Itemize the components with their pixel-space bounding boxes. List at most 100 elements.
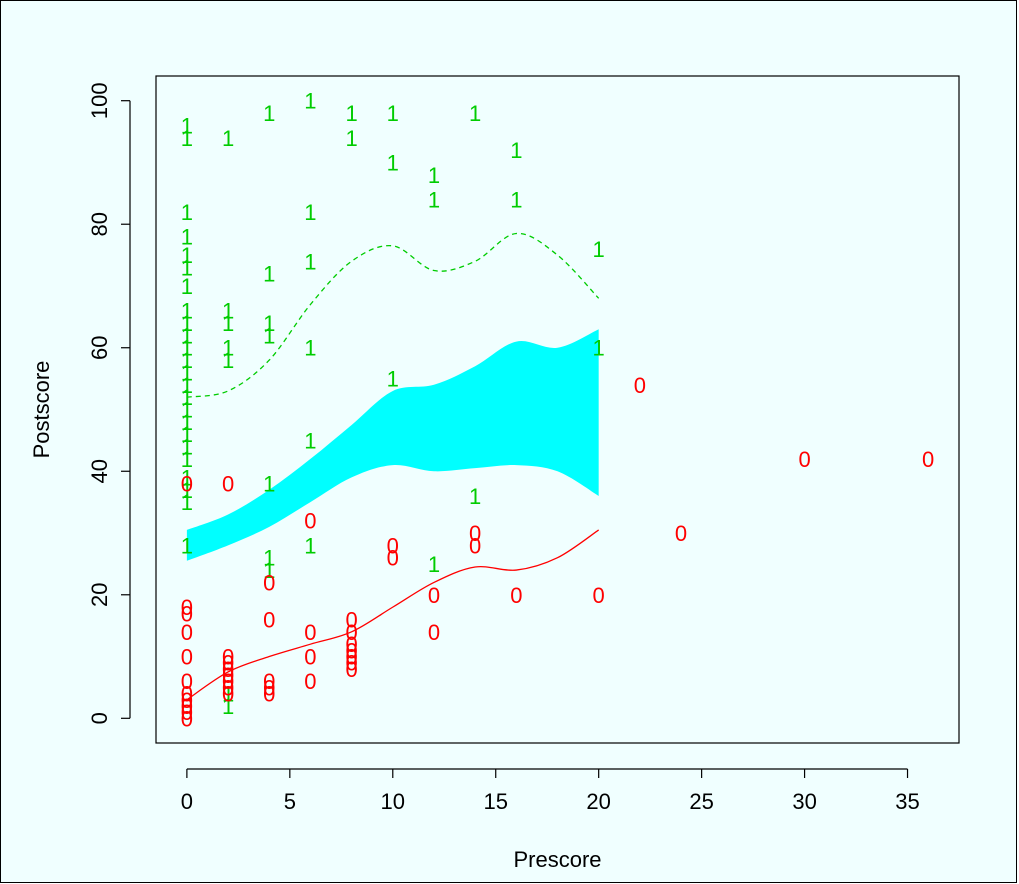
point-group-1: 1	[181, 447, 193, 472]
point-group-1: 1	[181, 360, 193, 385]
x-tick-label: 15	[483, 789, 507, 814]
point-group-0: 0	[222, 645, 234, 670]
x-tick-label: 30	[792, 789, 816, 814]
point-group-1: 1	[181, 336, 193, 361]
point-group-0: 0	[387, 546, 399, 571]
point-group-1: 1	[222, 299, 234, 324]
point-group-1: 1	[222, 682, 234, 707]
x-axis-title: Prescore	[513, 847, 601, 872]
x-tick-label: 10	[381, 789, 405, 814]
point-group-1: 1	[387, 150, 399, 175]
point-group-0: 0	[222, 682, 234, 707]
point-group-1: 1	[181, 465, 193, 490]
point-group-1: 1	[181, 255, 193, 280]
point-group-0: 0	[181, 601, 193, 626]
smooth-line-group-0	[186, 529, 600, 701]
point-group-0: 0	[181, 595, 193, 620]
x-tick-label: 20	[586, 789, 610, 814]
point-group-1: 1	[263, 323, 275, 348]
point-group-1: 1	[304, 200, 316, 225]
points-layer: 1111111111111111111111111111111111111111…	[181, 89, 934, 732]
point-group-1: 1	[263, 472, 275, 497]
point-group-0: 0	[593, 583, 605, 608]
point-group-0: 0	[304, 620, 316, 645]
point-group-1: 1	[222, 694, 234, 719]
point-group-1: 1	[510, 138, 522, 163]
y-tick-label: 0	[87, 712, 112, 724]
x-axis: 0 5 10 15 20 25 30 35	[181, 768, 920, 814]
smooth-lines-layer	[186, 232, 600, 701]
point-group-1: 1	[510, 188, 522, 213]
point-group-1: 1	[181, 398, 193, 423]
point-group-0: 0	[469, 533, 481, 558]
point-group-1: 1	[181, 200, 193, 225]
point-group-0: 0	[345, 645, 357, 670]
point-group-1: 1	[593, 336, 605, 361]
point-group-1: 1	[181, 225, 193, 250]
point-group-1: 1	[181, 299, 193, 324]
point-group-0: 0	[675, 521, 687, 546]
point-group-1: 1	[469, 101, 481, 126]
confidence-band-layer	[186, 329, 599, 561]
y-axis: 0 20 40 60 80 100	[87, 82, 131, 724]
point-group-0: 0	[345, 651, 357, 676]
point-group-1: 1	[304, 89, 316, 114]
point-group-1: 1	[181, 348, 193, 373]
point-group-1: 1	[181, 126, 193, 151]
point-group-0: 0	[181, 620, 193, 645]
point-group-1: 1	[222, 311, 234, 336]
point-group-0: 0	[181, 694, 193, 719]
point-group-1: 1	[304, 533, 316, 558]
point-group-1: 1	[181, 113, 193, 138]
point-group-1: 1	[387, 367, 399, 392]
x-tick-label: 5	[284, 789, 296, 814]
point-group-1: 1	[345, 126, 357, 151]
point-group-0: 0	[428, 583, 440, 608]
point-group-0: 0	[345, 620, 357, 645]
point-group-0: 0	[263, 675, 275, 700]
point-group-0: 0	[222, 675, 234, 700]
point-group-0: 0	[469, 521, 481, 546]
point-group-1: 1	[181, 422, 193, 447]
point-group-0: 0	[222, 657, 234, 682]
point-group-0: 0	[304, 669, 316, 694]
point-group-1: 1	[181, 243, 193, 268]
point-group-1: 1	[181, 385, 193, 410]
point-group-1: 1	[593, 237, 605, 262]
point-group-0: 0	[181, 706, 193, 731]
point-group-0: 0	[181, 645, 193, 670]
y-tick-label: 40	[87, 459, 112, 483]
point-group-0: 0	[263, 570, 275, 595]
point-group-0: 0	[304, 509, 316, 534]
y-tick-label: 20	[87, 583, 112, 607]
y-axis-title: Postscore	[29, 361, 54, 459]
point-group-1: 1	[263, 558, 275, 583]
point-group-0: 0	[181, 688, 193, 713]
point-group-0: 0	[181, 472, 193, 497]
point-group-1: 1	[181, 410, 193, 435]
point-group-0: 0	[181, 700, 193, 725]
point-group-0: 0	[222, 472, 234, 497]
point-group-0: 0	[345, 657, 357, 682]
point-group-1: 1	[263, 101, 275, 126]
point-group-1: 1	[304, 336, 316, 361]
point-group-0: 0	[181, 682, 193, 707]
confidence-band	[186, 329, 599, 561]
y-tick-label: 80	[87, 212, 112, 236]
point-group-1: 1	[181, 323, 193, 348]
x-tick-label: 0	[181, 789, 193, 814]
point-group-1: 1	[222, 336, 234, 361]
point-group-1: 1	[181, 373, 193, 398]
point-group-0: 0	[345, 607, 357, 632]
point-group-1: 1	[304, 428, 316, 453]
point-group-0: 0	[510, 583, 522, 608]
point-group-1: 1	[263, 311, 275, 336]
point-group-1: 1	[181, 435, 193, 460]
x-tick-label: 35	[895, 789, 919, 814]
point-group-0: 0	[634, 373, 646, 398]
point-group-0: 0	[181, 669, 193, 694]
point-group-1: 1	[181, 274, 193, 299]
point-group-1: 1	[181, 533, 193, 558]
point-group-1: 1	[469, 484, 481, 509]
